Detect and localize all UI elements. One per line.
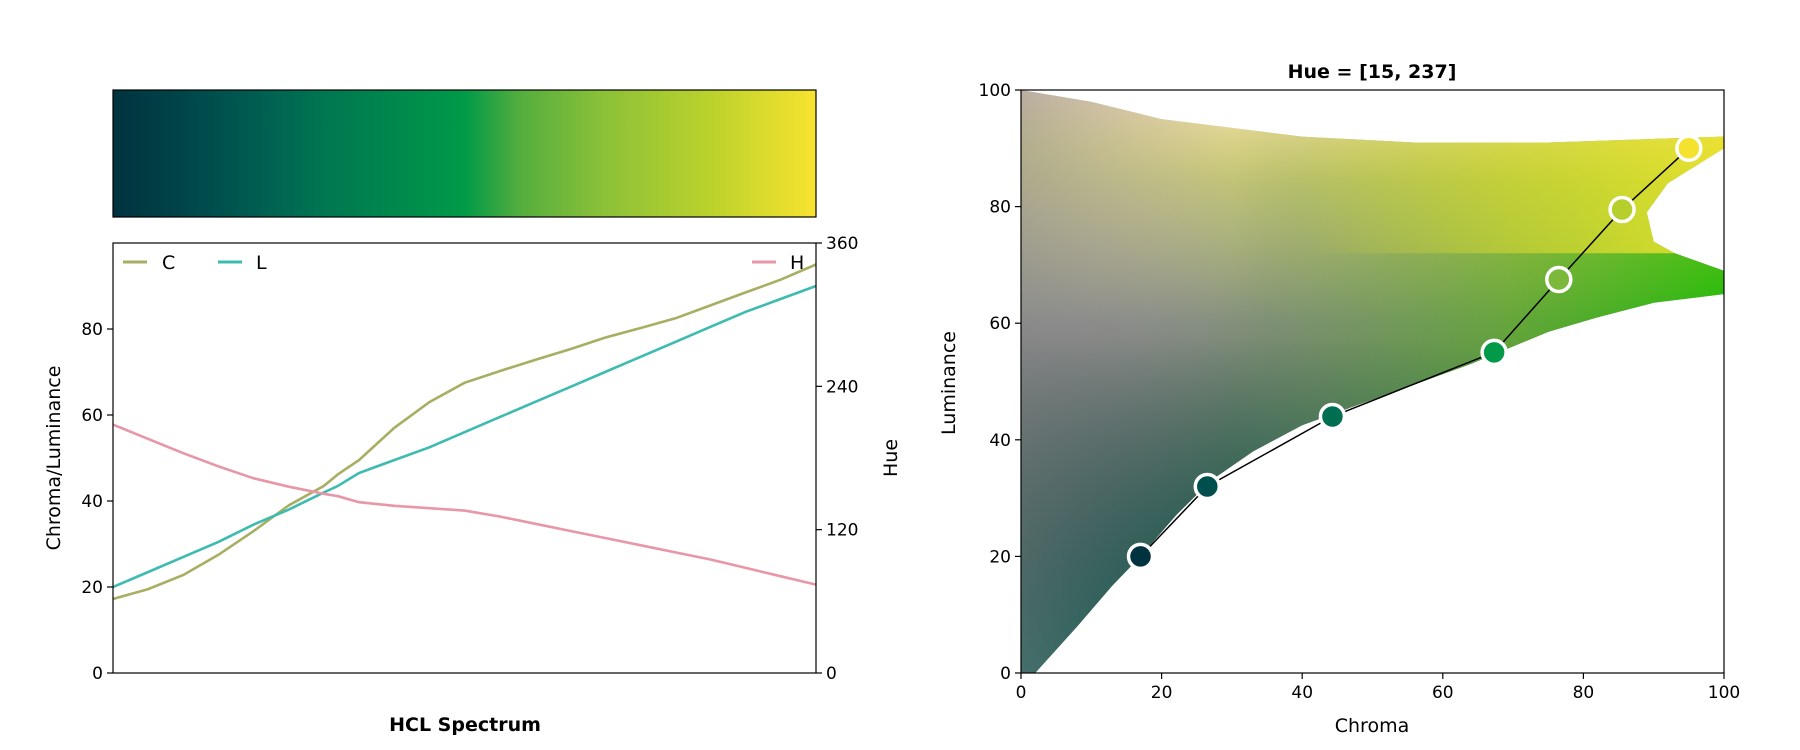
- y-tick-label: 0: [1000, 664, 1011, 684]
- palette-point-6: [1608, 195, 1636, 224]
- palette-point-2: [1193, 472, 1222, 501]
- legend-label-h: H: [790, 252, 804, 274]
- palette-point-1: [1126, 542, 1155, 571]
- right-tick-label: 240: [826, 377, 858, 397]
- legend-label-l: L: [256, 252, 267, 274]
- left-tick-label: 0: [92, 664, 103, 684]
- y-tick-label: 60: [989, 314, 1011, 334]
- right-tick-label: 120: [826, 521, 858, 541]
- y-tick-label: 40: [989, 431, 1011, 451]
- left-tick-label: 80: [81, 320, 103, 340]
- y-tick-label: 100: [979, 81, 1011, 101]
- x-tick-label: 0: [1016, 683, 1027, 703]
- palette-point-3: [1318, 402, 1347, 431]
- spectrum-right-ticks: 0 120 240 360: [816, 234, 858, 684]
- gamut-title: Hue = [15, 237]: [1288, 61, 1457, 83]
- gamut-x-ticks: 0 20 40 60 80 100: [1016, 673, 1740, 703]
- colorbar: [112, 89, 817, 218]
- x-tick-label: 20: [1151, 683, 1173, 703]
- spectrum-left-ticks: 0 20 40 60 80: [81, 320, 113, 684]
- left-tick-label: 20: [81, 578, 103, 598]
- palette-point-7: [1675, 134, 1703, 163]
- x-tick-label: 60: [1432, 683, 1454, 703]
- gamut-ylabel: Luminance: [938, 331, 960, 435]
- hue-gamut-panel: Hue = [15, 237] 0 20 40 60 80 100 0 20 40 60 80 10…: [938, 61, 1740, 737]
- gamut-xlabel: Chroma: [1335, 715, 1409, 737]
- hcl-spectrum-panel: 0 20 40 60 80 0 120 240 360 Chroma/Luminance Hu…: [43, 89, 902, 736]
- gamut-layer-gray: [1021, 90, 1232, 673]
- spectrum-axes-border: [112, 242, 817, 674]
- spectrum-lines: [112, 263, 817, 601]
- gamut-layer-yellow: [1302, 90, 1724, 254]
- gamut-axes-border: [1020, 89, 1725, 674]
- right-tick-label: 360: [826, 234, 858, 254]
- x-tick-label: 100: [1708, 683, 1740, 703]
- spectrum-title: HCL Spectrum: [389, 714, 541, 736]
- y-tick-label: 20: [989, 547, 1011, 567]
- spectrum-plot-area: [112, 242, 817, 674]
- gamut-fill: [1021, 90, 1724, 673]
- right-tick-label: 0: [826, 664, 837, 684]
- gamut-y-ticks: 0 20 40 60 80 100: [979, 81, 1021, 684]
- legend-label-c: C: [162, 252, 175, 274]
- spectrum-axes-frame: [113, 243, 816, 673]
- spectrum-ylabel: Chroma/Luminance: [43, 366, 65, 551]
- x-tick-label: 40: [1291, 683, 1313, 703]
- left-tick-label: 40: [81, 492, 103, 512]
- palette-point-5: [1545, 265, 1573, 294]
- series-line-c: [112, 263, 817, 601]
- gamut-plot-area: [1020, 89, 1725, 674]
- y-tick-label: 80: [989, 198, 1011, 218]
- spectrum-ylabel-right: Hue: [880, 439, 902, 477]
- palette-point-4: [1480, 338, 1508, 367]
- series-line-l: [112, 284, 817, 589]
- x-tick-label: 80: [1573, 683, 1595, 703]
- series-line-h: [112, 423, 817, 586]
- left-tick-label: 60: [81, 406, 103, 426]
- spectrum-legend: C L H: [123, 252, 804, 274]
- palette-points: [1126, 134, 1703, 571]
